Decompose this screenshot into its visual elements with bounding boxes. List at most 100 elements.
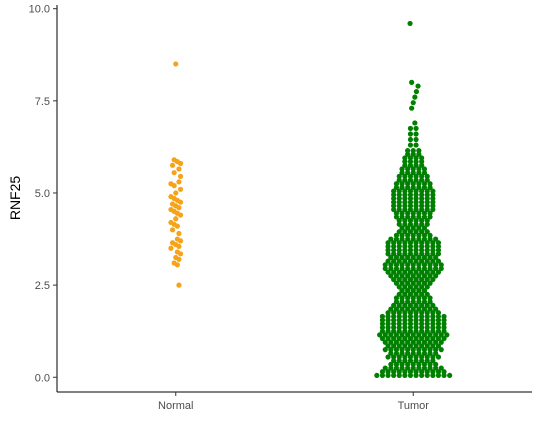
- point-tumor: [402, 203, 408, 209]
- point-tumor: [393, 181, 400, 187]
- point-tumor: [419, 206, 425, 213]
- point-tumor: [424, 221, 430, 227]
- point-tumor: [410, 100, 416, 106]
- point-tumor: [393, 332, 400, 338]
- point-tumor: [391, 188, 397, 194]
- point-tumor: [419, 155, 425, 161]
- point-tumor: [424, 276, 430, 283]
- point-tumor: [438, 262, 444, 268]
- point-tumor: [433, 361, 439, 367]
- y-tick-label: 0.0: [35, 372, 50, 384]
- point-tumor: [424, 195, 430, 202]
- point-tumor: [402, 284, 408, 290]
- point-tumor: [407, 177, 414, 183]
- point-tumor: [402, 372, 408, 379]
- point-tumor: [427, 365, 433, 371]
- point-tumor: [393, 295, 400, 301]
- point-tumor: [427, 332, 433, 338]
- point-tumor: [430, 188, 436, 194]
- point-tumor: [424, 229, 430, 235]
- point-tumor: [410, 306, 416, 312]
- point-tumor: [416, 265, 422, 272]
- point-tumor: [421, 280, 428, 286]
- point-tumor: [393, 236, 400, 242]
- point-tumor: [385, 269, 391, 275]
- point-tumor: [424, 177, 430, 183]
- point-tumor: [419, 173, 425, 179]
- point-tumor: [433, 339, 439, 345]
- point-tumor: [441, 335, 447, 342]
- y-axis-title: RNF25: [7, 176, 23, 221]
- point-normal: [168, 181, 174, 187]
- point-normal: [171, 157, 177, 163]
- point-tumor: [435, 310, 442, 316]
- point-tumor: [407, 173, 414, 179]
- point-tumor: [413, 284, 419, 290]
- point-tumor: [419, 203, 425, 209]
- point-tumor: [416, 147, 422, 154]
- point-tumor: [405, 181, 411, 187]
- point-tumor: [435, 251, 442, 257]
- point-tumor: [419, 310, 425, 316]
- point-tumor: [415, 83, 421, 89]
- point-tumor: [379, 317, 386, 323]
- point-tumor: [396, 206, 402, 213]
- point-tumor: [416, 170, 422, 176]
- point-tumor: [377, 332, 383, 338]
- point-tumor: [407, 358, 414, 364]
- point-tumor: [407, 192, 414, 198]
- point-tumor: [430, 372, 436, 379]
- point-tumor: [405, 295, 411, 301]
- point-tumor: [396, 203, 402, 209]
- point-tumor: [399, 236, 405, 242]
- point-tumor: [413, 195, 419, 202]
- point-tumor: [407, 195, 414, 202]
- point-tumor: [385, 335, 391, 342]
- point-tumor: [427, 236, 433, 242]
- point-normal: [174, 236, 180, 242]
- point-tumor: [405, 288, 411, 294]
- point-tumor: [424, 251, 430, 257]
- point-tumor: [402, 177, 408, 183]
- point-tumor: [405, 347, 411, 353]
- point-tumor: [419, 258, 425, 264]
- point-tumor: [396, 199, 402, 205]
- point-tumor: [396, 195, 402, 202]
- point-tumor: [413, 369, 419, 375]
- point-tumor: [388, 332, 394, 338]
- point-tumor: [388, 365, 394, 371]
- point-tumor: [402, 251, 408, 257]
- point-tumor: [421, 232, 428, 238]
- point-tumor: [416, 288, 422, 294]
- point-tumor: [416, 181, 422, 187]
- point-tumor: [419, 177, 425, 183]
- point-tumor: [402, 335, 408, 342]
- point-tumor: [444, 332, 450, 338]
- point-tumor: [391, 302, 397, 308]
- point-normal: [171, 260, 177, 266]
- point-tumor: [407, 317, 414, 323]
- point-tumor: [427, 361, 433, 367]
- point-tumor: [407, 159, 414, 165]
- point-tumor: [407, 310, 414, 316]
- point-tumor: [396, 243, 402, 250]
- point-tumor: [405, 339, 411, 345]
- point-tumor: [388, 306, 394, 312]
- point-tumor: [430, 317, 436, 323]
- point-tumor: [421, 288, 428, 294]
- data-points: [168, 20, 453, 379]
- point-normal: [168, 219, 174, 226]
- point-tumor: [419, 324, 425, 331]
- point-tumor: [391, 310, 397, 316]
- point-tumor: [421, 365, 428, 371]
- point-tumor: [407, 155, 414, 161]
- point-tumor: [424, 199, 430, 205]
- point-tumor: [419, 317, 425, 323]
- point-tumor: [430, 321, 436, 327]
- point-tumor: [399, 347, 405, 353]
- point-tumor: [430, 358, 436, 364]
- point-tumor: [391, 358, 397, 364]
- point-tumor: [393, 210, 400, 216]
- point-tumor: [424, 258, 430, 264]
